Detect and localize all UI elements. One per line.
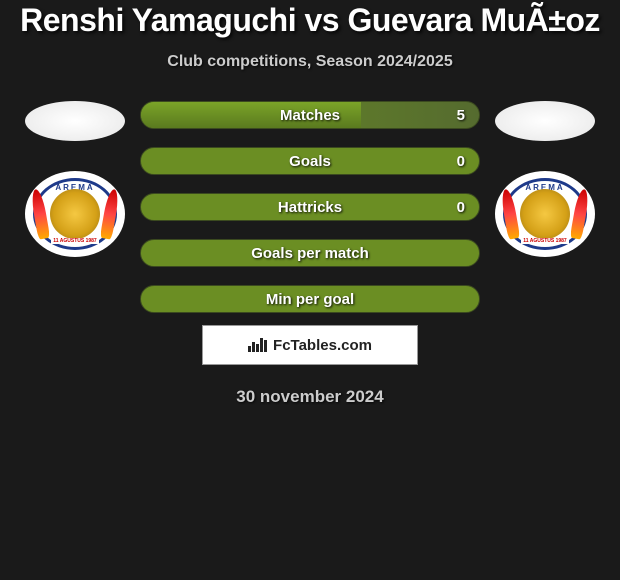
stat-label: Hattricks (278, 199, 342, 216)
comparison-row: AREMA 11 AGUSTUS 1987 Matches5Goals0Hatt… (0, 101, 620, 313)
badge-lion-icon (50, 189, 100, 239)
season-subtitle: Club competitions, Season 2024/2025 (0, 53, 620, 71)
stat-label: Min per goal (266, 291, 354, 308)
stat-pill: Matches 5 (140, 101, 480, 129)
stat-label: Goals (289, 153, 331, 170)
stat-pill: Goals 0 (140, 147, 480, 175)
left-player-column: AREMA 11 AGUSTUS 1987 (25, 101, 125, 257)
brand-footer-box: FcTables.com (202, 325, 418, 365)
player-photo-placeholder-right (495, 101, 595, 141)
date-label: 30 november 2024 (0, 387, 620, 407)
stat-pill: Goals per match (140, 239, 480, 267)
badge-text-bottom: 11 AGUSTUS 1987 (521, 238, 568, 244)
brand-name: FcTables.com (273, 337, 372, 354)
stat-pill: Hattricks 0 (140, 193, 480, 221)
club-badge-left: AREMA 11 AGUSTUS 1987 (25, 171, 125, 257)
club-badge-inner: AREMA 11 AGUSTUS 1987 (33, 178, 117, 250)
stats-column: Matches 5 Goals 0 Hattricks 0 Goals per match M… (135, 101, 485, 313)
page-container: Renshi Yamaguchi vs Guevara MuÃ±oz Club … (0, 0, 620, 407)
stat-label: Matches (280, 107, 340, 124)
bar-chart-icon (248, 338, 267, 352)
badge-flame-right (100, 188, 121, 239)
club-badge-inner: AREMA 11 AGUSTUS 1987 (503, 178, 587, 250)
badge-flame-left (30, 188, 51, 239)
badge-flame-right (570, 188, 591, 239)
badge-lion-icon (520, 189, 570, 239)
stat-label: Goals per match (251, 245, 369, 262)
page-title: Renshi Yamaguchi vs Guevara MuÃ±oz (0, 2, 620, 39)
stat-pill: Min per goal (140, 285, 480, 313)
stat-value: 5 (457, 107, 465, 124)
badge-flame-left (500, 188, 521, 239)
badge-text-bottom: 11 AGUSTUS 1987 (51, 238, 98, 244)
club-badge-right: AREMA 11 AGUSTUS 1987 (495, 171, 595, 257)
stat-value: 0 (457, 199, 465, 216)
stat-value: 0 (457, 153, 465, 170)
player-photo-placeholder-left (25, 101, 125, 141)
right-player-column: AREMA 11 AGUSTUS 1987 (495, 101, 595, 257)
